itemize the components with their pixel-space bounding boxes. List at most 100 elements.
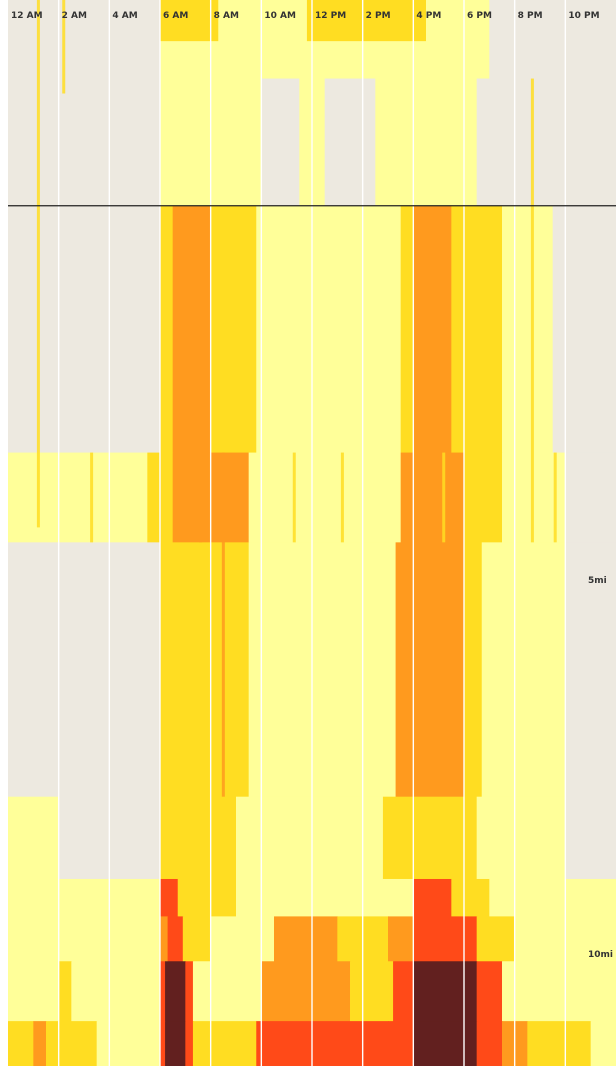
heatmap-cell [71,961,161,1022]
x-tick-label: 6 AM [163,11,188,21]
heatmap-cell [552,205,616,454]
x-tick-label: 12 PM [315,11,346,21]
heatmap-cell [8,878,161,917]
heatmap-cell [489,0,616,42]
heatmap-cell [160,796,237,880]
heatmap-cell [388,1021,414,1066]
heatmap-cell [182,916,212,962]
heatmap-streak [530,78,534,543]
heatmap-cell [481,542,566,798]
heatmap-streak [553,452,557,543]
heatmap-cell [261,961,351,1022]
x-tick-label: 4 PM [416,11,441,21]
heatmap-cell [8,0,161,42]
heatmap-cell [350,961,394,1022]
x-tick-label: 10 PM [568,11,599,21]
heatmap-cell [464,452,503,543]
heatmap-cell [476,916,516,962]
heatmap-cell [218,0,308,42]
heatmap-cell [160,542,250,798]
heatmap-cell [324,78,376,207]
heatmap-cell [590,1021,616,1066]
heatmap-cell [426,0,490,42]
heatmap-streaks [36,0,557,797]
x-tick-label: 6 PM [467,11,492,21]
heatmap-cell [160,916,169,962]
heatmap-cell [172,205,212,454]
heatmap-cell [413,205,452,454]
x-tick-label: 10 AM [264,11,296,21]
heatmap-cell [413,961,478,1022]
heatmap-cell [400,452,465,543]
heatmap-cell [476,1021,503,1066]
heatmap-cell [185,961,194,1022]
heatmap-cell [400,205,414,454]
distance-marker-label: 10mi [588,950,613,960]
heatmap-streak [340,452,344,543]
heatmap-cell [413,878,452,917]
heatmap-cell [160,41,490,80]
hour-gridlines [57,0,567,1066]
x-tick-label: 4 AM [112,11,137,21]
heatmap-cell [248,452,402,543]
heatmap-cell [261,78,300,207]
heatmap-cell [8,41,161,80]
heatmap-cell [527,1021,592,1066]
heatmap-cell [96,1021,161,1066]
heatmap-cell [210,916,275,962]
heatmap-cell [58,961,72,1022]
heatmap-cell [8,916,161,962]
heatmap-cell [248,542,397,798]
heatmap-cell [489,878,616,917]
heatmap-cell [451,205,503,454]
heatmap-cell [256,205,402,454]
heatmap-streak [292,452,296,543]
x-tick-label: 2 PM [366,11,391,21]
heatmap-cell [192,1021,257,1066]
heatmap-cell [395,542,465,798]
distance-marker-label: 5mi [588,576,607,586]
x-tick-label: 12 AM [11,11,43,21]
heatmap-cell [393,961,414,1022]
heatmap-cell [160,0,219,42]
heatmap-cell [8,452,148,543]
heatmap-cell [464,542,483,798]
heatmap-cell [565,452,616,543]
x-tick-label: 2 AM [62,11,87,21]
heatmap-cell [167,916,184,962]
distance-markers: 5mi 10mi [588,576,613,960]
heatmap-cell [165,961,186,1022]
heatmap-cell [375,78,478,207]
heatmap-cell [160,205,174,454]
heatmap-cell [160,1021,166,1066]
heatmap-cell [8,961,60,1022]
heatmap-cell [8,542,161,798]
heatmap-cell [502,961,616,1022]
heatmap-cell [185,1021,194,1066]
heatmap-cell [502,205,554,454]
heatmap-cell [413,916,478,962]
heatmap-cell [236,796,384,880]
heatmap-cell [413,1021,478,1066]
heatmap-streak [221,452,225,797]
heatmap-cell [451,878,490,917]
heatmap-streak [199,205,203,543]
heatmap-cell [46,1021,98,1066]
heatmap-cell [8,205,161,454]
heatmap-streak [90,452,94,543]
heatmap-cell [165,1021,186,1066]
heatmap-streak [442,452,446,543]
heatmap-cell [274,916,338,962]
x-tick-labels: 12 AM 2 AM 4 AM 6 AM 8 AM 10 AM 12 PM 2 PM 4 PM 6… [11,11,600,21]
heatmap-cell [565,542,616,798]
heatmap-streak [62,0,66,94]
heatmap-cell [236,878,414,917]
heatmap-cell [306,0,427,42]
heatmap-cell [192,961,262,1022]
heatmap-cell [160,961,166,1022]
x-tick-label: 8 AM [214,11,239,21]
heatmap-cell [210,205,257,454]
heatmap-cell [382,796,478,880]
